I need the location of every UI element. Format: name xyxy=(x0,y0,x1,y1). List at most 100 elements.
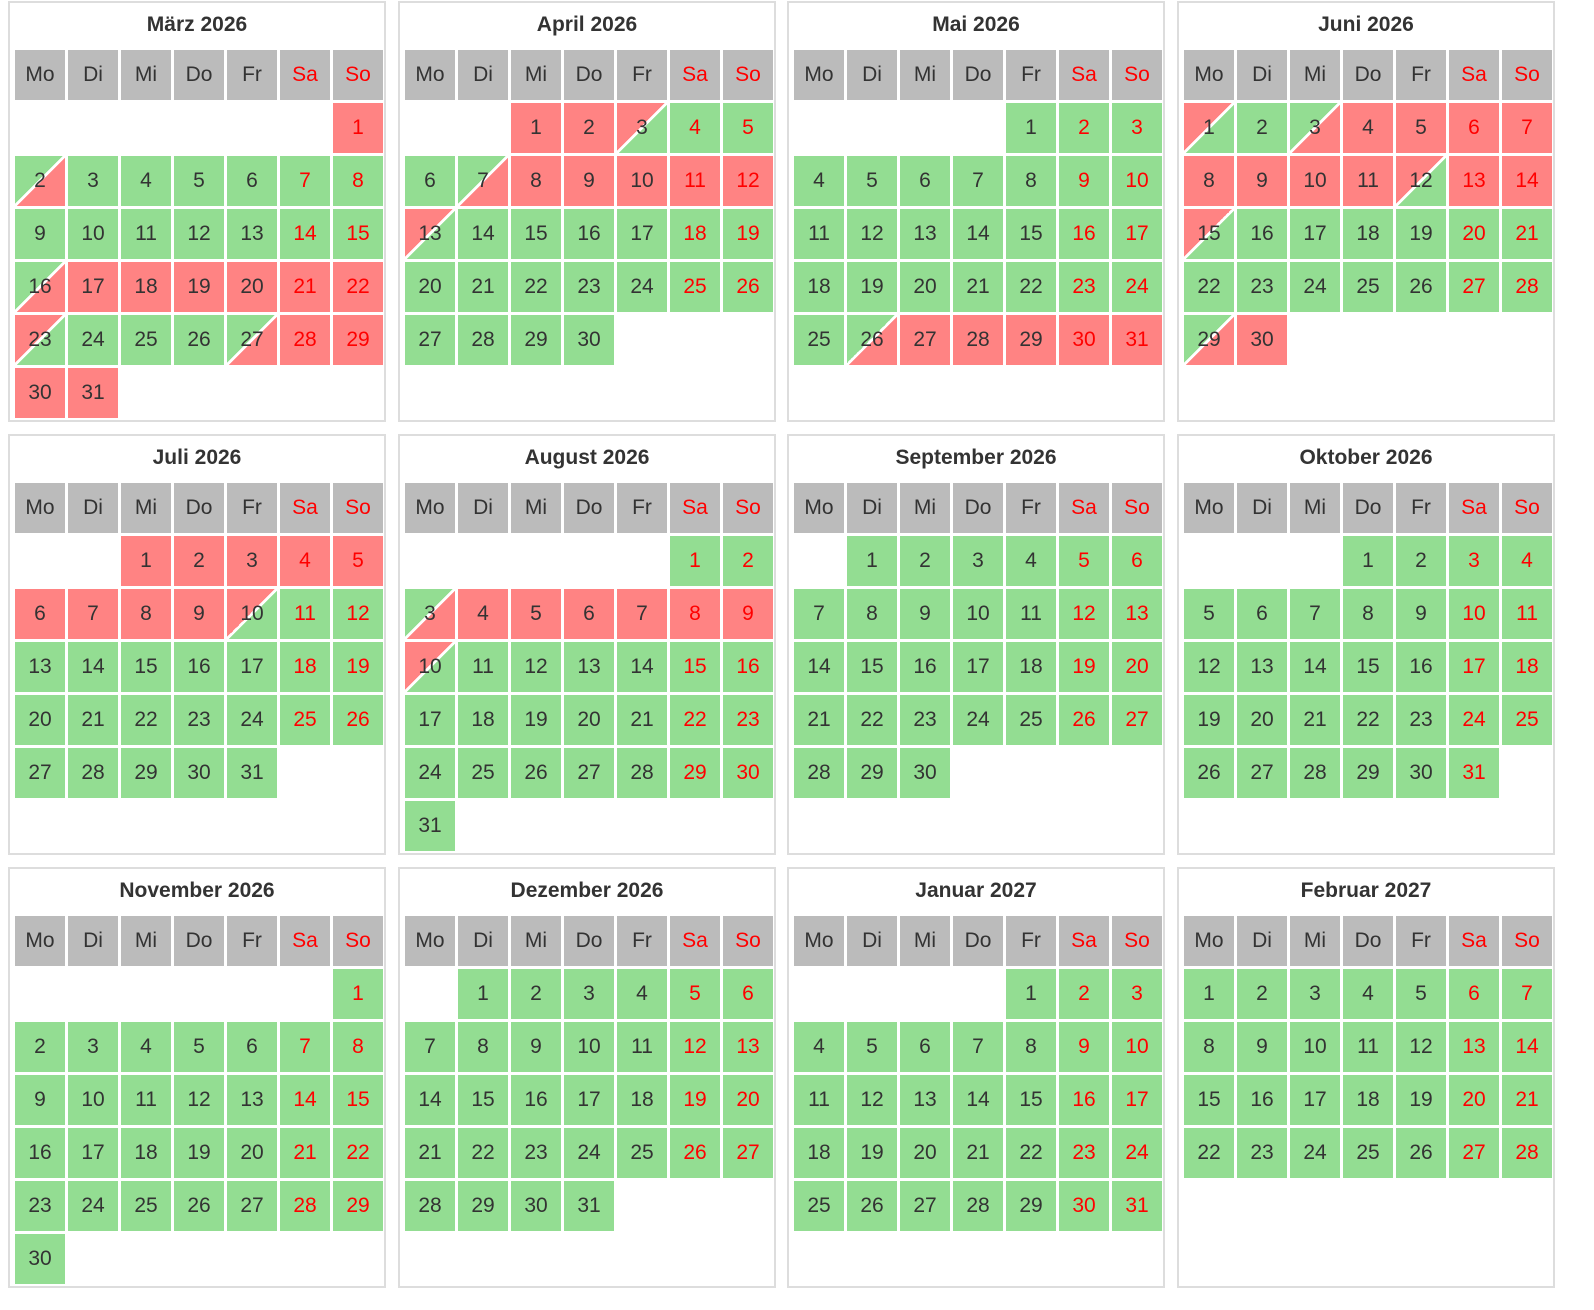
day-cell-free[interactable]: 18 xyxy=(794,1128,844,1178)
day-cell-free[interactable]: 20 xyxy=(723,1075,773,1125)
day-cell-free[interactable]: 30 xyxy=(174,748,224,798)
day-cell-free[interactable]: 6 xyxy=(1237,589,1287,639)
day-cell-free[interactable]: 8 xyxy=(333,1022,383,1072)
day-cell-free[interactable]: 18 xyxy=(280,642,330,692)
day-cell-free[interactable]: 24 xyxy=(405,748,455,798)
day-cell-out[interactable]: 15 xyxy=(1184,209,1234,259)
day-cell-free[interactable]: 7 xyxy=(1502,969,1552,1019)
day-cell-in[interactable]: 2 xyxy=(15,156,65,206)
day-cell-free[interactable]: 20 xyxy=(1237,695,1287,745)
day-cell-booked[interactable]: 6 xyxy=(564,589,614,639)
day-cell-free[interactable]: 30 xyxy=(900,748,950,798)
day-cell-booked[interactable]: 6 xyxy=(15,589,65,639)
day-cell-booked[interactable]: 4 xyxy=(1343,103,1393,153)
day-cell-free[interactable]: 6 xyxy=(405,156,455,206)
day-cell-free[interactable]: 16 xyxy=(15,1128,65,1178)
day-cell-free[interactable]: 13 xyxy=(15,642,65,692)
day-cell-booked[interactable]: 9 xyxy=(174,589,224,639)
day-cell-free[interactable]: 21 xyxy=(953,262,1003,312)
day-cell-free[interactable]: 23 xyxy=(15,1181,65,1231)
day-cell-free[interactable]: 27 xyxy=(15,748,65,798)
day-cell-booked[interactable]: 6 xyxy=(1449,103,1499,153)
day-cell-free[interactable]: 11 xyxy=(121,209,171,259)
day-cell-free[interactable]: 6 xyxy=(227,1022,277,1072)
day-cell-free[interactable]: 12 xyxy=(1396,1022,1446,1072)
day-cell-free[interactable]: 28 xyxy=(458,315,508,365)
day-cell-free[interactable]: 12 xyxy=(847,209,897,259)
day-cell-free[interactable]: 25 xyxy=(794,315,844,365)
day-cell-free[interactable]: 25 xyxy=(617,1128,667,1178)
day-cell-free[interactable]: 17 xyxy=(227,642,277,692)
day-cell-free[interactable]: 19 xyxy=(1396,209,1446,259)
day-cell-free[interactable]: 19 xyxy=(1184,695,1234,745)
day-cell-free[interactable]: 28 xyxy=(280,1181,330,1231)
day-cell-free[interactable]: 1 xyxy=(1343,536,1393,586)
day-cell-free[interactable]: 31 xyxy=(405,801,455,851)
day-cell-free[interactable]: 3 xyxy=(1449,536,1499,586)
day-cell-free[interactable]: 27 xyxy=(900,1181,950,1231)
day-cell-free[interactable]: 13 xyxy=(900,209,950,259)
day-cell-free[interactable]: 30 xyxy=(564,315,614,365)
day-cell-free[interactable]: 25 xyxy=(121,315,171,365)
day-cell-free[interactable]: 13 xyxy=(227,1075,277,1125)
day-cell-free[interactable]: 10 xyxy=(1112,156,1162,206)
day-cell-free[interactable]: 11 xyxy=(794,1075,844,1125)
day-cell-booked[interactable]: 7 xyxy=(1502,103,1552,153)
day-cell-free[interactable]: 1 xyxy=(333,969,383,1019)
day-cell-free[interactable]: 8 xyxy=(847,589,897,639)
day-cell-booked[interactable]: 31 xyxy=(68,368,118,418)
day-cell-free[interactable]: 15 xyxy=(1006,209,1056,259)
day-cell-free[interactable]: 11 xyxy=(1006,589,1056,639)
day-cell-free[interactable]: 26 xyxy=(174,1181,224,1231)
day-cell-free[interactable]: 13 xyxy=(564,642,614,692)
day-cell-free[interactable]: 14 xyxy=(280,1075,330,1125)
day-cell-free[interactable]: 18 xyxy=(670,209,720,259)
day-cell-free[interactable]: 4 xyxy=(794,1022,844,1072)
day-cell-out[interactable]: 13 xyxy=(405,209,455,259)
day-cell-free[interactable]: 9 xyxy=(15,209,65,259)
day-cell-booked[interactable]: 10 xyxy=(1290,156,1340,206)
day-cell-booked[interactable]: 18 xyxy=(121,262,171,312)
day-cell-free[interactable]: 7 xyxy=(953,156,1003,206)
day-cell-free[interactable]: 26 xyxy=(1059,695,1109,745)
day-cell-booked[interactable]: 12 xyxy=(723,156,773,206)
day-cell-free[interactable]: 9 xyxy=(1059,156,1109,206)
day-cell-booked[interactable]: 7 xyxy=(68,589,118,639)
day-cell-free[interactable]: 7 xyxy=(280,156,330,206)
day-cell-free[interactable]: 2 xyxy=(1396,536,1446,586)
day-cell-free[interactable]: 1 xyxy=(458,969,508,1019)
day-cell-free[interactable]: 23 xyxy=(174,695,224,745)
day-cell-free[interactable]: 17 xyxy=(1449,642,1499,692)
day-cell-free[interactable]: 19 xyxy=(847,1128,897,1178)
day-cell-free[interactable]: 6 xyxy=(1112,536,1162,586)
day-cell-free[interactable]: 18 xyxy=(1343,209,1393,259)
day-cell-free[interactable]: 31 xyxy=(227,748,277,798)
day-cell-booked[interactable]: 27 xyxy=(900,315,950,365)
day-cell-free[interactable]: 18 xyxy=(121,1128,171,1178)
day-cell-free[interactable]: 12 xyxy=(174,1075,224,1125)
day-cell-free[interactable]: 9 xyxy=(1237,1022,1287,1072)
day-cell-free[interactable]: 1 xyxy=(847,536,897,586)
day-cell-in[interactable]: 27 xyxy=(227,315,277,365)
day-cell-free[interactable]: 25 xyxy=(280,695,330,745)
day-cell-free[interactable]: 8 xyxy=(1006,156,1056,206)
day-cell-free[interactable]: 11 xyxy=(617,1022,667,1072)
day-cell-free[interactable]: 22 xyxy=(1343,695,1393,745)
day-cell-free[interactable]: 27 xyxy=(564,748,614,798)
day-cell-free[interactable]: 22 xyxy=(1184,262,1234,312)
day-cell-free[interactable]: 5 xyxy=(174,156,224,206)
day-cell-free[interactable]: 24 xyxy=(1290,1128,1340,1178)
day-cell-free[interactable]: 2 xyxy=(1237,103,1287,153)
day-cell-free[interactable]: 22 xyxy=(1184,1128,1234,1178)
day-cell-free[interactable]: 17 xyxy=(617,209,667,259)
day-cell-free[interactable]: 23 xyxy=(723,695,773,745)
day-cell-free[interactable]: 28 xyxy=(1290,748,1340,798)
day-cell-booked[interactable]: 1 xyxy=(121,536,171,586)
day-cell-free[interactable]: 29 xyxy=(511,315,561,365)
day-cell-free[interactable]: 7 xyxy=(953,1022,1003,1072)
day-cell-free[interactable]: 18 xyxy=(1006,642,1056,692)
day-cell-free[interactable]: 22 xyxy=(333,1128,383,1178)
day-cell-free[interactable]: 17 xyxy=(68,1128,118,1178)
day-cell-free[interactable]: 24 xyxy=(1290,262,1340,312)
day-cell-out[interactable]: 23 xyxy=(15,315,65,365)
